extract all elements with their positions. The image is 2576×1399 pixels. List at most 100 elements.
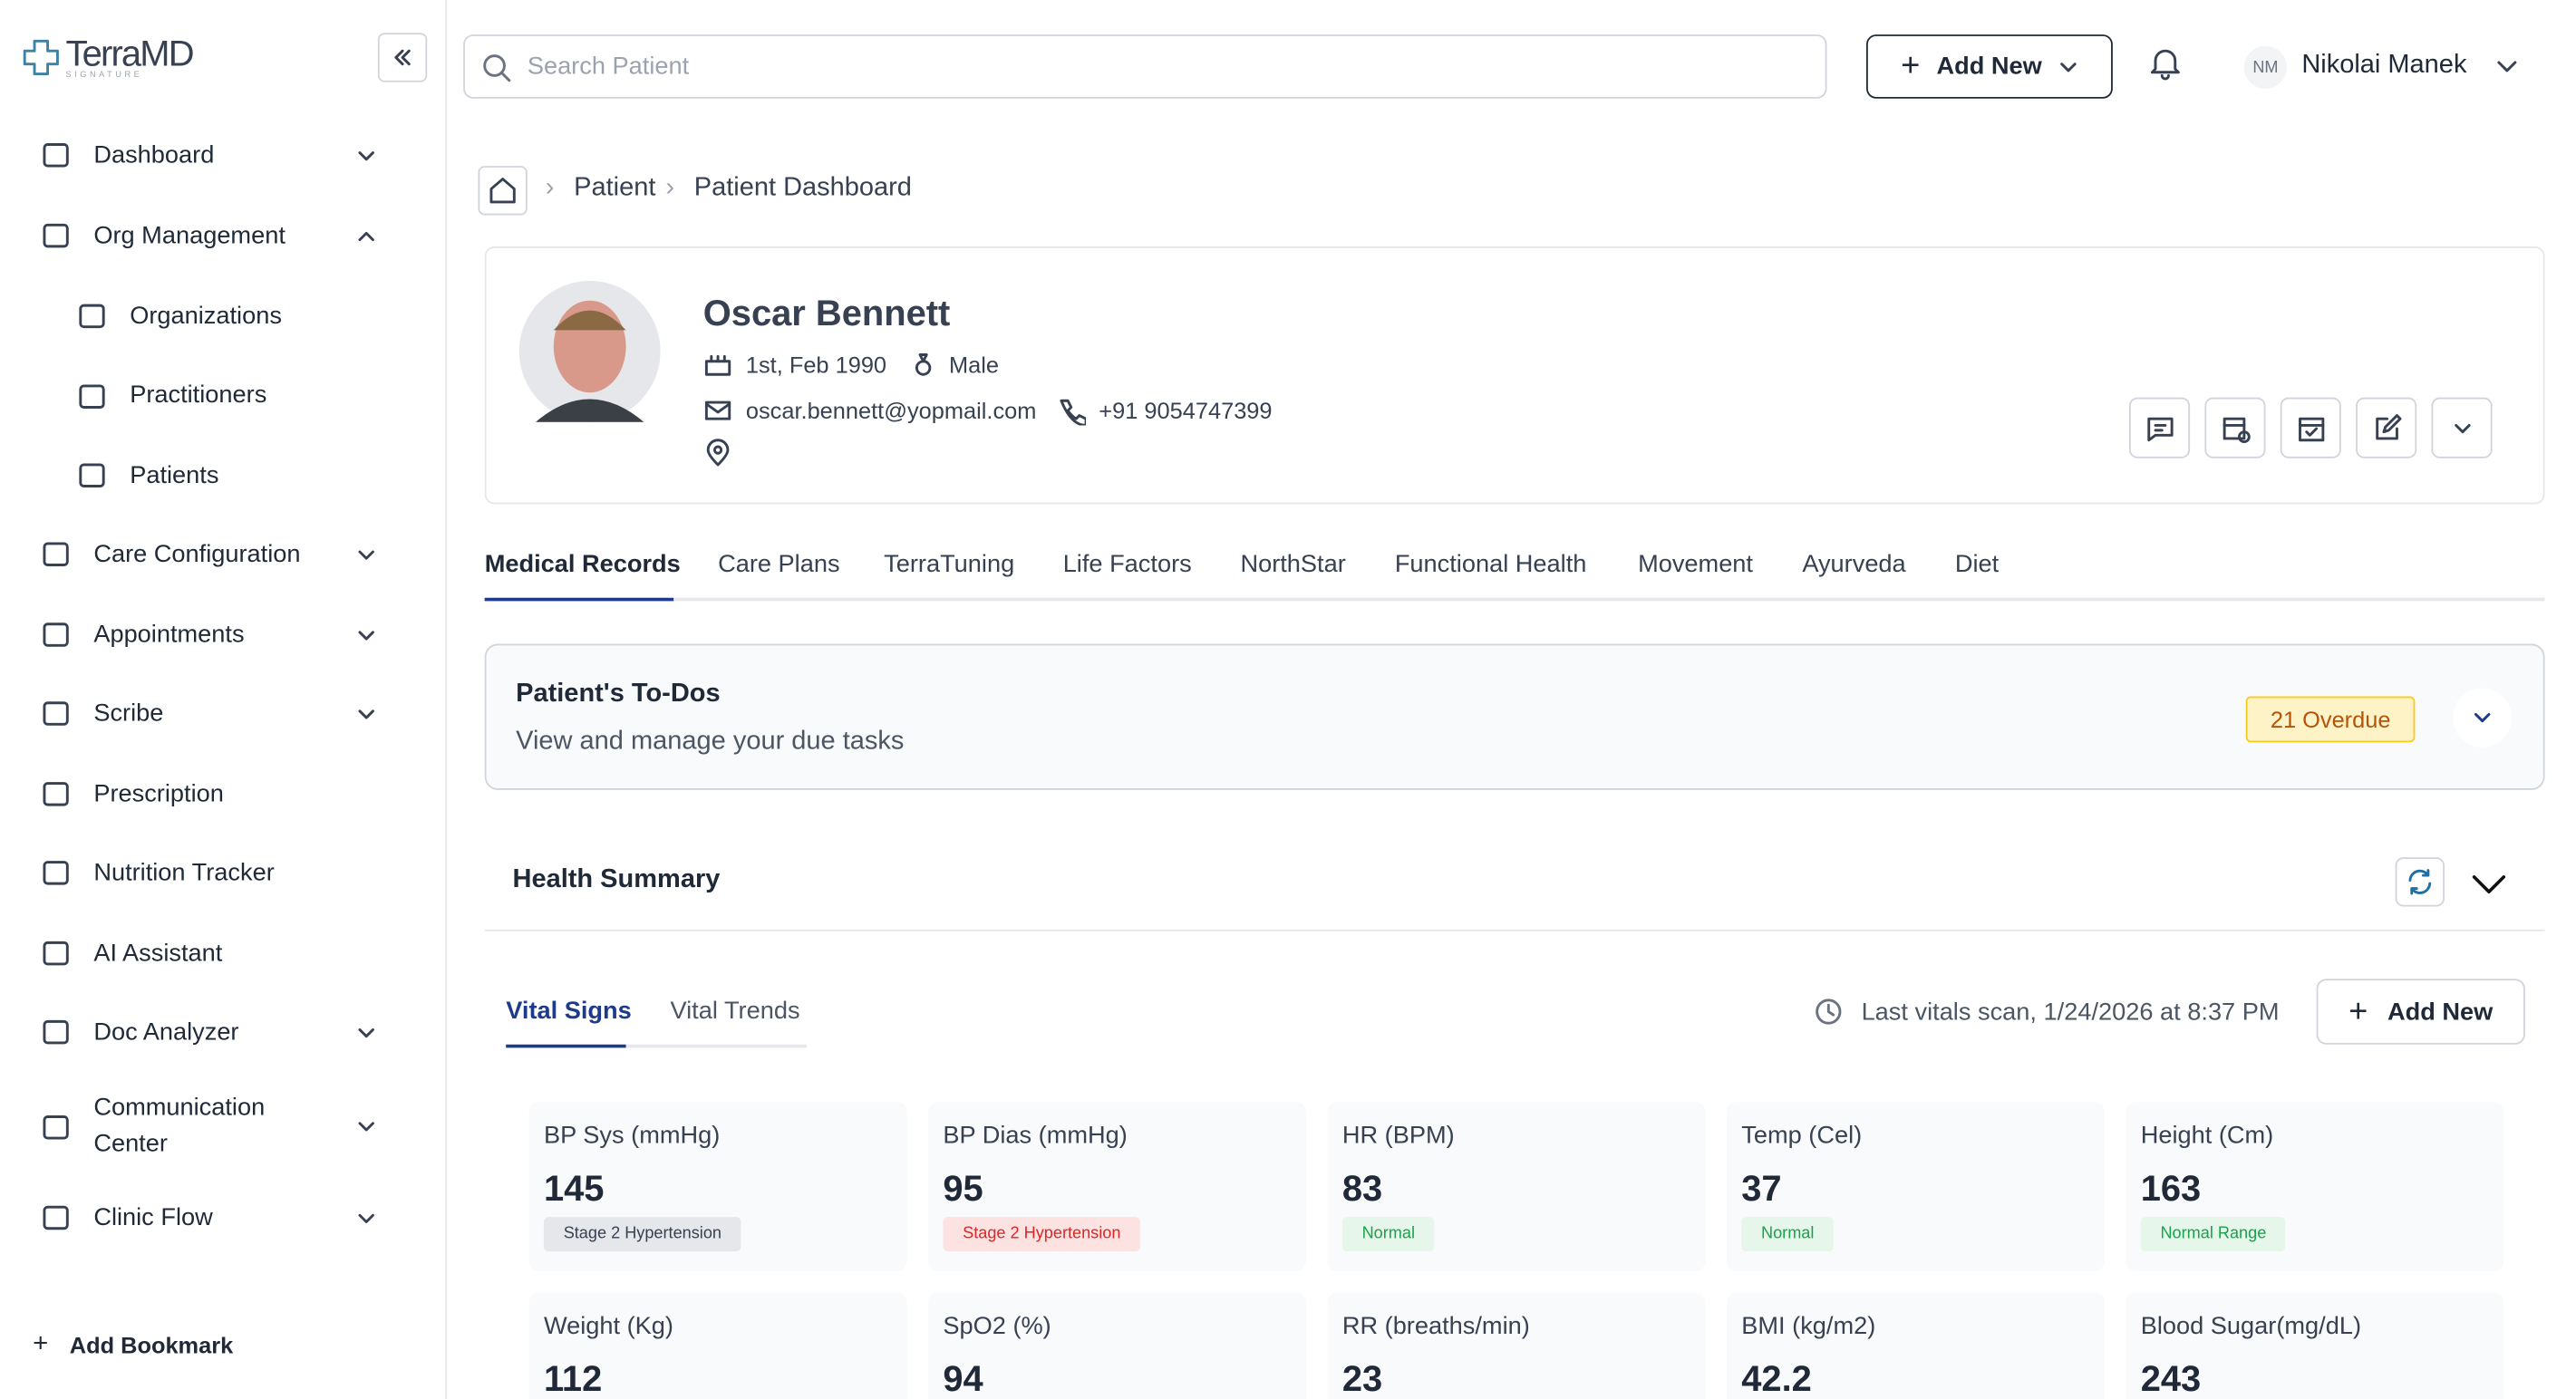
vital-card: SpO2 (%) 94 xyxy=(928,1292,1306,1399)
tab[interactable]: Medical Records xyxy=(484,550,681,578)
notifications[interactable] xyxy=(2145,43,2185,82)
nav-item[interactable]: Communication Center xyxy=(40,1091,307,1163)
vital-value: 23 xyxy=(1341,1357,1383,1399)
nav-chevron[interactable] xyxy=(355,624,378,647)
nav-item[interactable]: Dashboard xyxy=(40,138,214,170)
nav-label: Clinic Flow xyxy=(93,1202,213,1231)
vital-label: SpO2 (%) xyxy=(943,1312,1051,1340)
nav-item[interactable]: Org Management xyxy=(40,218,286,251)
logo: TerraMD SIGNATURE xyxy=(20,33,195,81)
tab[interactable]: Movement xyxy=(1638,550,1753,578)
vital-value: 94 xyxy=(943,1357,983,1399)
tab[interactable]: Care Plans xyxy=(718,550,840,578)
vital-label: HR (BPM) xyxy=(1341,1121,1455,1150)
summary-rule xyxy=(484,929,2545,931)
vital-label: Blood Sugar(mg/dL) xyxy=(2140,1312,2362,1340)
vital-label: Height (Cm) xyxy=(2140,1121,2274,1150)
tab[interactable]: Ayurveda xyxy=(1802,550,1906,578)
subtab[interactable]: Vital Signs xyxy=(506,997,632,1025)
nav-item[interactable]: Prescription xyxy=(40,777,224,809)
vital-card: Blood Sugar(mg/dL) 243 xyxy=(2126,1292,2504,1399)
tab-indicator xyxy=(484,597,674,602)
more-button[interactable] xyxy=(2431,397,2493,458)
nav-item[interactable]: Appointments xyxy=(40,618,245,651)
health-summary-toggle[interactable] xyxy=(2469,871,2509,897)
vital-value: 83 xyxy=(1341,1167,1383,1209)
nav-subitem[interactable]: Patients xyxy=(75,458,218,491)
add-vitals-button[interactable]: + Add New xyxy=(2316,979,2525,1045)
nav-item[interactable]: Clinic Flow xyxy=(40,1201,213,1233)
vital-status: Stage 2 Hypertension xyxy=(543,1217,741,1252)
schedule-button[interactable] xyxy=(2204,397,2266,458)
refresh-button[interactable] xyxy=(2395,857,2445,907)
vital-status: Normal Range xyxy=(2140,1217,2287,1252)
message-button[interactable] xyxy=(2129,397,2191,458)
nav-subitem[interactable]: Practitioners xyxy=(75,379,266,411)
avatar: NM xyxy=(2243,45,2287,89)
nav-chevron[interactable] xyxy=(355,703,378,726)
tab[interactable]: Functional Health xyxy=(1394,550,1587,578)
tab[interactable]: Diet xyxy=(1954,550,2000,578)
vital-status: Stage 2 Hypertension xyxy=(943,1217,1141,1252)
add-new-label: Add New xyxy=(1936,53,2042,81)
add-bookmark-label: Add Bookmark xyxy=(69,1331,234,1358)
nav-item[interactable]: Scribe xyxy=(40,697,163,729)
vital-label: BP Sys (mmHg) xyxy=(543,1121,721,1150)
tab[interactable]: NorthStar xyxy=(1240,550,1346,578)
collapse-button[interactable] xyxy=(377,33,428,82)
sidebar: TerraMD SIGNATURE Dashboard Org Managemen… xyxy=(0,0,447,1399)
nav-chevron[interactable] xyxy=(355,1207,378,1230)
nav-label: Care Configuration xyxy=(93,539,301,568)
add-new-button[interactable]: + Add New xyxy=(1866,34,2113,99)
vital-status: Normal xyxy=(1741,1217,1835,1252)
nav-label: Practitioners xyxy=(130,381,267,410)
vital-card: Temp (Cel) 37 Normal xyxy=(1726,1102,2105,1271)
add-vitals-label: Add New xyxy=(2387,998,2494,1026)
nav-chevron[interactable] xyxy=(355,544,378,566)
nav-label: AI Assistant xyxy=(93,938,223,967)
nav-chevron[interactable] xyxy=(355,1021,378,1044)
vital-label: RR (breaths/min) xyxy=(1341,1312,1530,1340)
last-scan-text: Last vitals scan, 1/24/2026 at 8:37 PM xyxy=(1861,998,2280,1026)
nav-chevron[interactable] xyxy=(355,1115,378,1138)
nav-item[interactable]: AI Assistant xyxy=(40,936,223,969)
crumb[interactable]: Patient xyxy=(574,174,656,202)
nav-subitem[interactable]: Organizations xyxy=(75,299,282,332)
search[interactable]: Search Patient xyxy=(463,34,1827,99)
vital-card: HR (BPM) 83 Normal xyxy=(1327,1102,1706,1271)
nav-item[interactable]: Doc Analyzer xyxy=(40,1015,238,1047)
vital-label: BMI (kg/m2) xyxy=(1741,1312,1876,1340)
vital-card: BP Dias (mmHg) 95 Stage 2 Hypertension xyxy=(928,1102,1306,1271)
nav-label: Org Management xyxy=(93,220,286,249)
nav-item[interactable]: Nutrition Tracker xyxy=(40,855,275,888)
vital-card: Height (Cm) 163 Normal Range xyxy=(2126,1102,2504,1271)
todos-toggle[interactable] xyxy=(2453,688,2513,748)
patient-demographics: 1st, Feb 1990 Male xyxy=(703,352,999,378)
subtab-indicator xyxy=(506,1044,626,1048)
dob: 1st, Feb 1990 xyxy=(745,351,887,378)
tabs-rule xyxy=(484,597,2545,602)
tab[interactable]: TerraTuning xyxy=(884,550,1015,578)
home-button[interactable] xyxy=(478,166,528,216)
nav-label: Prescription xyxy=(93,779,224,807)
vital-card: BP Sys (mmHg) 145 Stage 2 Hypertension xyxy=(528,1102,907,1271)
nav-label: Organizations xyxy=(130,301,282,330)
vital-status: Normal xyxy=(1341,1217,1435,1252)
patient-name: Oscar Bennett xyxy=(702,292,951,333)
user-menu[interactable] xyxy=(2494,56,2520,79)
location-icon xyxy=(706,439,730,467)
vital-label: Weight (Kg) xyxy=(543,1312,673,1340)
nav-label: Appointments xyxy=(93,620,245,649)
user-name[interactable]: Nikolai Manek xyxy=(2301,51,2467,79)
nav-chevron[interactable] xyxy=(355,145,378,168)
nav-item[interactable]: Care Configuration xyxy=(40,537,301,570)
calendar-button[interactable] xyxy=(2280,397,2341,458)
subtab[interactable]: Vital Trends xyxy=(670,997,800,1025)
edit-button[interactable] xyxy=(2356,397,2417,458)
vital-card: RR (breaths/min) 23 xyxy=(1327,1292,1706,1399)
add-bookmark[interactable]: + Add Bookmark xyxy=(33,1330,234,1358)
nav-chevron[interactable] xyxy=(355,225,378,247)
email: oscar.bennett@yopmail.com xyxy=(745,397,1037,424)
tab[interactable]: Life Factors xyxy=(1062,550,1192,578)
